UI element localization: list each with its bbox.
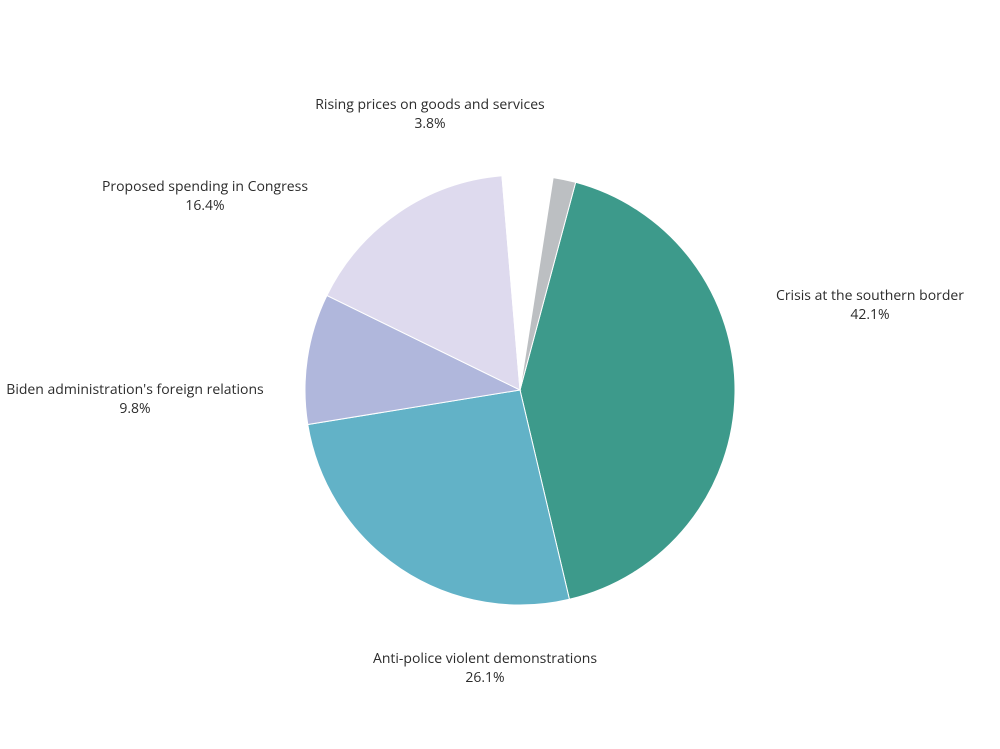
pie-chart [0, 0, 1000, 749]
pie-chart-container: Crisis at the southern border42.1%Anti-p… [0, 0, 1000, 749]
